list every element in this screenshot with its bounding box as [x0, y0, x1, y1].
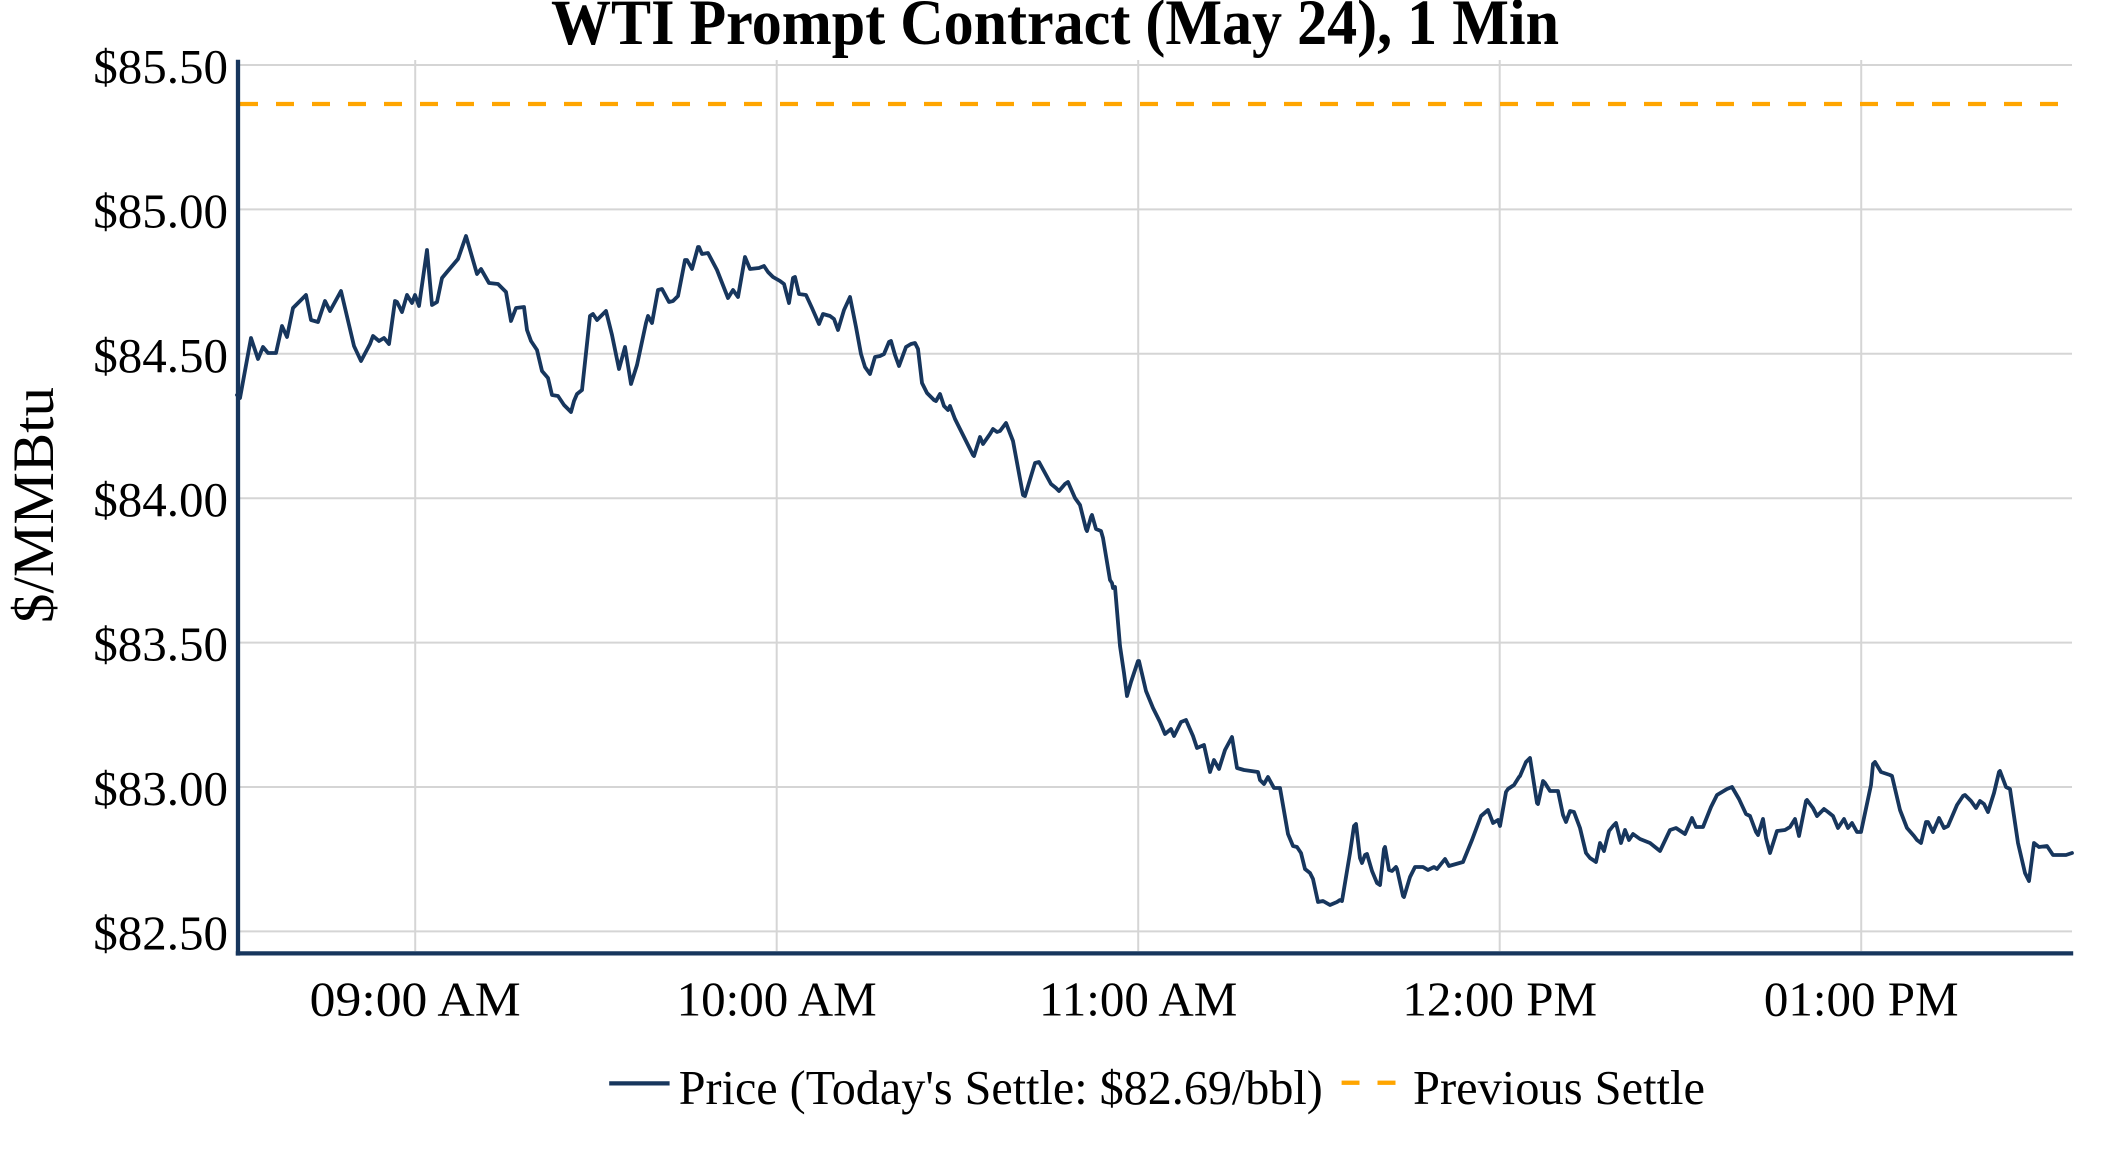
- svg-text:10:00 AM: 10:00 AM: [677, 972, 877, 1027]
- svg-text:$83.50: $83.50: [93, 617, 228, 672]
- svg-text:Price (Today's Settle: $82.69/: Price (Today's Settle: $82.69/bbl): [679, 1060, 1323, 1115]
- svg-text:$/MMBtu: $/MMBtu: [1, 387, 66, 623]
- svg-text:09:00 AM: 09:00 AM: [310, 972, 521, 1027]
- svg-text:$85.50: $85.50: [93, 39, 228, 94]
- svg-text:$85.00: $85.00: [93, 183, 228, 238]
- svg-text:11:00 AM: 11:00 AM: [1039, 972, 1237, 1027]
- svg-text:WTI Prompt Contract (May 24),: WTI Prompt Contract (May 24), 1 Min: [551, 0, 1559, 59]
- svg-text:01:00 PM: 01:00 PM: [1764, 972, 1959, 1027]
- svg-text:$82.50: $82.50: [93, 905, 228, 960]
- svg-text:$84.00: $84.00: [93, 472, 228, 527]
- svg-text:$84.50: $84.50: [93, 328, 228, 383]
- svg-text:12:00 PM: 12:00 PM: [1402, 972, 1597, 1027]
- svg-text:$83.00: $83.00: [93, 761, 228, 816]
- svg-text:Previous Settle: Previous Settle: [1413, 1060, 1705, 1115]
